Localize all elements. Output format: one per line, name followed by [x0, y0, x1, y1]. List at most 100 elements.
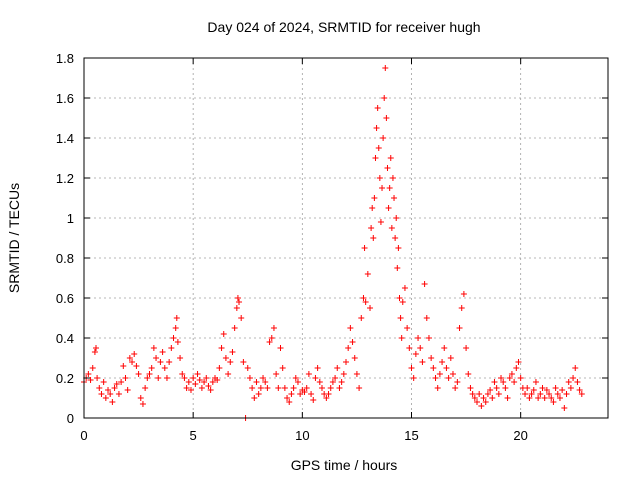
data-point-marker: [383, 115, 390, 121]
y-tick-label: 1.8: [56, 51, 74, 66]
data-point-marker: [129, 359, 136, 365]
data-point-marker: [434, 385, 441, 391]
data-point-marker: [506, 375, 513, 381]
data-point-marker: [574, 379, 581, 385]
data-point-marker: [552, 385, 559, 391]
data-point-marker: [294, 379, 301, 385]
data-point-marker: [264, 385, 271, 391]
data-point-marker: [394, 265, 401, 271]
data-point-marker: [229, 349, 236, 355]
data-point-marker: [284, 395, 291, 401]
data-point-marker: [347, 325, 354, 331]
data-point-marker: [495, 391, 502, 397]
data-point-marker: [94, 375, 101, 381]
data-point-marker: [395, 245, 402, 251]
data-point-marker: [484, 391, 491, 397]
data-point-marker: [554, 391, 561, 397]
data-point-marker: [570, 375, 577, 381]
data-point-marker: [126, 355, 133, 361]
data-point-marker: [96, 385, 103, 391]
data-point-marker: [535, 395, 542, 401]
data-point-marker: [480, 395, 487, 401]
data-point-marker: [277, 345, 284, 351]
data-point-marker: [469, 391, 476, 397]
data-point-marker: [118, 379, 125, 385]
data-point-marker: [410, 375, 417, 381]
data-point-marker: [266, 339, 273, 345]
data-point-marker: [349, 339, 356, 345]
data-point-marker: [556, 395, 563, 401]
data-point-marker: [240, 359, 247, 365]
data-point-marker: [251, 395, 258, 401]
data-point-marker: [159, 349, 166, 355]
data-point-marker: [537, 391, 544, 397]
data-point-marker: [377, 219, 384, 225]
data-point-marker: [419, 359, 426, 365]
data-point-marker: [572, 365, 579, 371]
data-point-marker: [548, 395, 555, 401]
data-point-marker: [353, 371, 360, 377]
data-point-marker: [310, 397, 317, 403]
data-point-marker: [445, 375, 452, 381]
data-point-marker: [541, 395, 548, 401]
data-point-marker: [216, 365, 223, 371]
data-point-marker: [233, 305, 240, 311]
y-tick-label: 0.8: [56, 251, 74, 266]
data-point-marker: [362, 299, 369, 305]
data-point-marker: [513, 365, 520, 371]
data-point-marker: [327, 385, 334, 391]
data-point-marker: [146, 371, 153, 377]
data-point-marker: [98, 391, 105, 397]
data-point-marker: [467, 385, 474, 391]
data-point-marker: [218, 345, 225, 351]
data-point-marker: [205, 383, 212, 389]
data-point-marker: [135, 371, 142, 377]
data-point-marker: [316, 379, 323, 385]
data-point-marker: [401, 285, 408, 291]
data-point-marker: [183, 385, 190, 391]
data-point-marker: [338, 379, 345, 385]
data-point-marker: [576, 387, 583, 393]
data-point-marker: [447, 355, 454, 361]
data-point-marker: [131, 351, 138, 357]
data-point-marker: [166, 359, 173, 365]
data-point-marker: [107, 391, 114, 397]
data-point-marker: [423, 315, 430, 321]
data-point-marker: [120, 363, 127, 369]
data-point-marker: [249, 385, 256, 391]
data-point-marker: [380, 135, 387, 141]
data-point-marker: [155, 375, 162, 381]
data-point-marker: [207, 387, 214, 393]
chart-title: Day 024 of 2024, SRMTID for receiver hug…: [207, 19, 480, 35]
data-point-marker: [404, 325, 411, 331]
data-point-marker: [578, 391, 585, 397]
data-point-marker: [323, 395, 330, 401]
data-point-marker: [396, 295, 403, 301]
data-point-marker: [203, 375, 210, 381]
data-point-marker: [430, 365, 437, 371]
data-point-marker: [305, 371, 312, 377]
data-point-marker: [398, 335, 405, 341]
data-point-marker: [122, 375, 129, 381]
data-point-marker: [144, 375, 151, 381]
data-point-marker: [386, 185, 393, 191]
data-point-marker: [511, 379, 518, 385]
data-point-marker: [528, 391, 535, 397]
data-point-marker: [463, 345, 470, 351]
data-point-marker: [489, 395, 496, 401]
data-point-marker: [397, 315, 404, 321]
data-point-marker: [303, 385, 310, 391]
data-point-marker: [181, 375, 188, 381]
data-point-marker: [375, 145, 382, 151]
data-point-marker: [301, 389, 308, 395]
data-point-marker: [111, 385, 118, 391]
y-tick-label: 1.6: [56, 91, 74, 106]
data-point-marker: [565, 379, 572, 385]
data-point-marker: [87, 377, 94, 383]
data-point-marker: [93, 345, 100, 351]
data-point-marker: [498, 375, 505, 381]
y-tick-label: 1: [67, 211, 74, 226]
data-point-marker: [163, 375, 170, 381]
data-point-marker: [153, 355, 160, 361]
